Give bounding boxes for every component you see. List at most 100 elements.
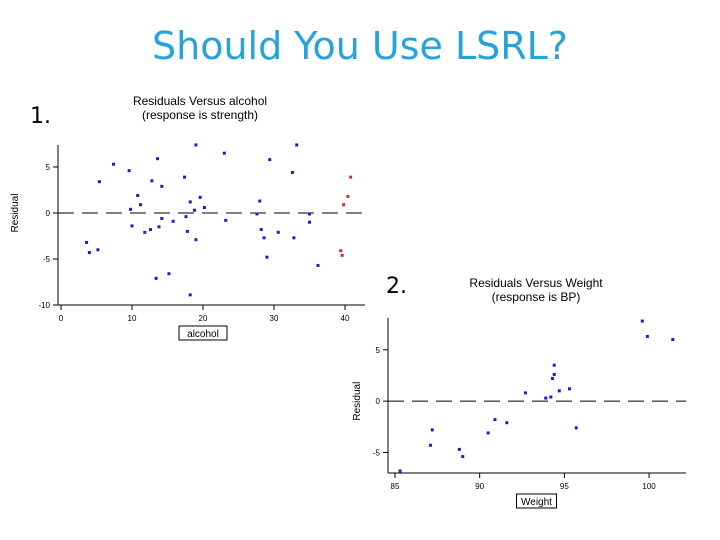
plot2-point <box>398 469 402 473</box>
plot1-point <box>129 207 133 211</box>
plot1-point <box>96 248 100 252</box>
plot2-point <box>461 455 465 459</box>
plot2-point <box>552 363 556 367</box>
plot1-point <box>202 205 206 209</box>
plot2-point <box>523 391 527 395</box>
plot2-point <box>557 389 561 393</box>
plot-1-number: 1. <box>30 104 51 129</box>
plot2-y-tick-label: 5 <box>376 346 381 355</box>
plot1-point <box>290 171 294 175</box>
plot2-point <box>567 387 571 391</box>
plot2-point <box>671 338 675 342</box>
plot2-point <box>645 334 649 338</box>
plot1-point <box>308 220 311 224</box>
plot1-point <box>222 151 226 155</box>
plot2-point <box>574 426 578 430</box>
plot1-point <box>85 240 89 244</box>
plot1-point <box>171 219 175 223</box>
plot2-x-axis-label: Weight <box>521 497 552 508</box>
plot1-point <box>262 236 266 240</box>
plot2-point <box>505 421 509 425</box>
plot1-point <box>339 249 343 253</box>
plot1-point <box>340 253 344 257</box>
plot2-point <box>486 431 490 435</box>
plot2-point <box>429 443 433 447</box>
plot1-point <box>194 143 198 147</box>
plot-1-title-line2: (response is strength) <box>141 108 259 122</box>
plot2-x-tick-label: 95 <box>560 482 569 491</box>
plot1-point <box>156 157 160 161</box>
plot1-point <box>160 184 164 188</box>
plot1-y-tick-label: 5 <box>46 163 51 172</box>
plot-2-number: 2. <box>386 274 407 299</box>
plot1-point <box>255 212 259 216</box>
plot1-point <box>97 180 101 184</box>
plot2-x-tick-label: 85 <box>391 482 400 491</box>
plot1-point <box>268 158 272 162</box>
plot1-x-tick-label: 40 <box>341 314 350 323</box>
plot-2-title: Residuals Versus Weight (response is BP) <box>436 276 636 304</box>
plot1-point <box>184 215 188 219</box>
plot2-x-tick-label: 90 <box>475 482 484 491</box>
plot1-x-tick-label: 30 <box>270 314 279 323</box>
plot2-point <box>430 428 434 432</box>
plot1-point <box>127 169 131 173</box>
plot2-point <box>549 395 553 399</box>
plot2-point <box>640 319 644 323</box>
plot1-point <box>143 230 147 234</box>
plot2-y-axis-label: Residual <box>352 382 363 421</box>
slide-title: Should You Use LSRL? <box>152 24 568 68</box>
plot1-point <box>188 293 192 297</box>
plot1-x-tick-label: 0 <box>59 314 64 323</box>
plot-1-title-line1: Residuals Versus alcohol <box>132 94 268 108</box>
plot1-point <box>139 203 143 207</box>
plot1-y-tick-label: -5 <box>43 255 51 264</box>
plot-2-title-line1: Residuals Versus Weight <box>469 276 603 290</box>
plot1-point <box>292 236 296 240</box>
plot1-point <box>194 238 198 242</box>
plot1-point <box>265 255 269 259</box>
plot1-point <box>224 218 228 222</box>
plot-2-title-line2: (response is BP) <box>491 290 581 304</box>
plot2-point <box>544 396 548 400</box>
plot1-point <box>308 212 311 216</box>
plot1-point <box>87 251 91 255</box>
plot2-point <box>457 447 461 451</box>
plot1-y-tick-label: 0 <box>46 209 51 218</box>
plot1-x-tick-label: 10 <box>128 314 137 323</box>
plot1-point <box>188 200 192 204</box>
plot1-x-tick-label: 20 <box>199 314 208 323</box>
plot1-x-axis-label-box <box>178 325 228 341</box>
plot1-point <box>167 272 171 276</box>
plot1-point <box>346 194 350 198</box>
plot2-point <box>493 418 497 422</box>
plot1-point <box>136 194 140 198</box>
plot1-x-axis-label: alcohol <box>187 329 219 340</box>
plot1-point <box>316 263 320 267</box>
plot1-point <box>276 230 280 234</box>
plot1-point <box>192 208 196 212</box>
plot2-y-tick-label: 0 <box>376 397 381 406</box>
plot2-point <box>552 372 556 376</box>
plot1-point <box>259 228 263 232</box>
plot1-point <box>349 175 353 179</box>
plot2-y-tick-label: -5 <box>373 448 381 457</box>
plot-1-title: Residuals Versus alcohol (response is str… <box>110 94 290 122</box>
plot1-y-axis-label: Residual <box>10 194 21 233</box>
plot1-point <box>183 175 187 179</box>
plot1-point <box>160 217 164 221</box>
plot1-point <box>148 228 152 232</box>
plot1-point <box>342 203 346 207</box>
plot1-point <box>112 162 116 166</box>
plot1-point <box>157 225 161 229</box>
plot2-point <box>551 377 555 381</box>
plot1-y-tick-label: -10 <box>38 301 50 310</box>
plot2-x-tick-label: 100 <box>642 482 656 491</box>
plot1-point <box>130 224 134 228</box>
plot2-x-axis-label-box <box>516 493 557 509</box>
plot1-point <box>198 195 202 199</box>
plot1-point <box>295 143 299 147</box>
plot1-point <box>185 229 189 233</box>
